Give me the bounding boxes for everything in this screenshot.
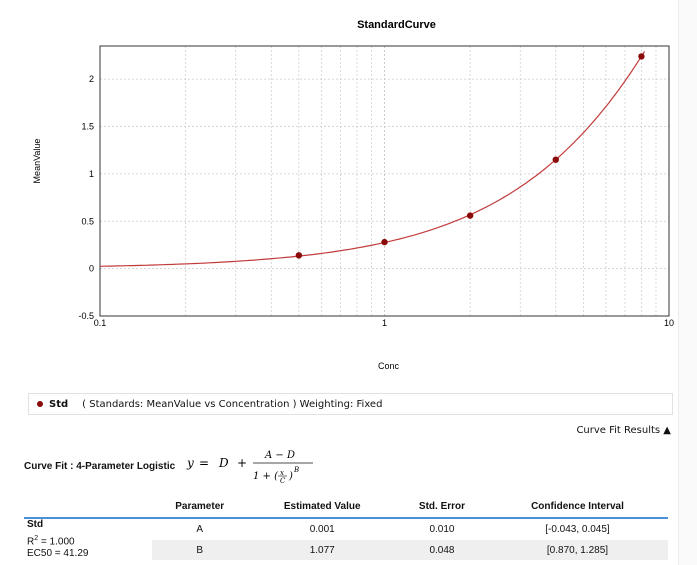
stderr-cell: 0.010 bbox=[429, 523, 455, 535]
table-row: Std R2 = 1.000 EC50 = 41.29 A 0.001 0.01… bbox=[24, 518, 668, 559]
fit-formula: y = D + A − D 1 + ( x C ) B bbox=[186, 450, 314, 485]
ci-cell: [-0.043, 0.045] bbox=[545, 523, 610, 535]
svg-text:): ) bbox=[288, 471, 293, 482]
table-header-row: Parameter Estimated Value Std. Error Con… bbox=[24, 495, 668, 518]
header-parameter: Parameter bbox=[175, 500, 225, 512]
param-cell: B bbox=[196, 544, 204, 556]
param-cell: A bbox=[196, 523, 204, 535]
table-row: B 1.077 0.048 [0.870, 1.285] bbox=[24, 539, 668, 561]
group-name: Std bbox=[27, 519, 44, 530]
stderr-cell: 0.048 bbox=[429, 544, 455, 556]
x-tick-label: 0.1 bbox=[94, 318, 107, 328]
curve-fit-results-table: Parameter Estimated Value Std. Error Con… bbox=[24, 495, 668, 561]
legend-series-name: Std bbox=[49, 398, 69, 410]
legend-series-description: ( Standards: MeanValue vs Concentration … bbox=[82, 398, 383, 410]
svg-text:y: y bbox=[186, 456, 194, 470]
svg-text:1 + (: 1 + ( bbox=[253, 471, 279, 482]
y-tick-label: 2 bbox=[89, 74, 94, 84]
curve-fit-label: Curve Fit : 4-Parameter Logistic bbox=[24, 460, 176, 472]
svg-text:+: + bbox=[237, 456, 247, 470]
curve-fit-row: Curve Fit : 4-Parameter Logistic y = D +… bbox=[24, 446, 325, 486]
estimate-cell: 1.077 bbox=[309, 544, 335, 556]
ec50: EC50 = 41.29 bbox=[27, 548, 89, 560]
group-cell: Std R2 = 1.000 EC50 = 41.29 bbox=[24, 518, 152, 560]
estimate-cell: 0.001 bbox=[309, 523, 335, 535]
chart-title: StandardCurve bbox=[357, 19, 436, 31]
y-tick-label: -0.5 bbox=[78, 311, 94, 321]
header-estimated-value: Estimated Value bbox=[283, 500, 361, 512]
data-point bbox=[552, 156, 559, 163]
legend-marker-icon bbox=[37, 401, 43, 407]
chart-svg: StandardCurve -0.5 0 0.5 1 1.5 2 0.1 1 10 Conc Mean… bbox=[32, 19, 674, 371]
svg-text:x: x bbox=[280, 469, 284, 477]
curve-fit-results-toggle[interactable]: Curve Fit Results ▲ bbox=[576, 425, 671, 436]
r-squared-value: = 1.000 bbox=[40, 536, 75, 548]
header-blank bbox=[24, 495, 152, 518]
header-std-error: Std. Error bbox=[418, 500, 466, 512]
svg-text:B: B bbox=[293, 466, 299, 474]
y-tick-label: 0.5 bbox=[81, 216, 94, 226]
data-point bbox=[638, 53, 645, 60]
scrollbar-track[interactable] bbox=[678, 0, 697, 565]
chart-legend: Std ( Standards: MeanValue vs Concentrat… bbox=[28, 393, 673, 415]
data-point bbox=[295, 252, 303, 259]
ci-cell: [0.870, 1.285] bbox=[546, 544, 609, 556]
y-tick-label: 1.5 bbox=[81, 122, 94, 132]
svg-text:=: = bbox=[199, 456, 209, 470]
y-axis-label: MeanValue bbox=[32, 139, 42, 184]
svg-text:C: C bbox=[280, 477, 286, 485]
y-tick-label: 0 bbox=[89, 264, 94, 274]
r-squared: R2 = 1.000 bbox=[27, 535, 75, 548]
y-tick-label: 1 bbox=[89, 169, 94, 179]
plot-border bbox=[99, 45, 670, 317]
svg-text:A − D: A − D bbox=[264, 450, 295, 461]
svg-text:D: D bbox=[218, 456, 229, 470]
x-tick-label: 1 bbox=[382, 318, 387, 328]
standard-curve-chart: StandardCurve -0.5 0 0.5 1 1.5 2 0.1 1 10 Conc Mean… bbox=[32, 19, 674, 371]
x-tick-label: 10 bbox=[664, 318, 674, 328]
x-axis-label: Conc bbox=[378, 361, 400, 371]
data-point bbox=[466, 212, 474, 219]
data-point bbox=[381, 238, 388, 246]
header-confidence-interval: Confidence Interval bbox=[531, 500, 624, 512]
